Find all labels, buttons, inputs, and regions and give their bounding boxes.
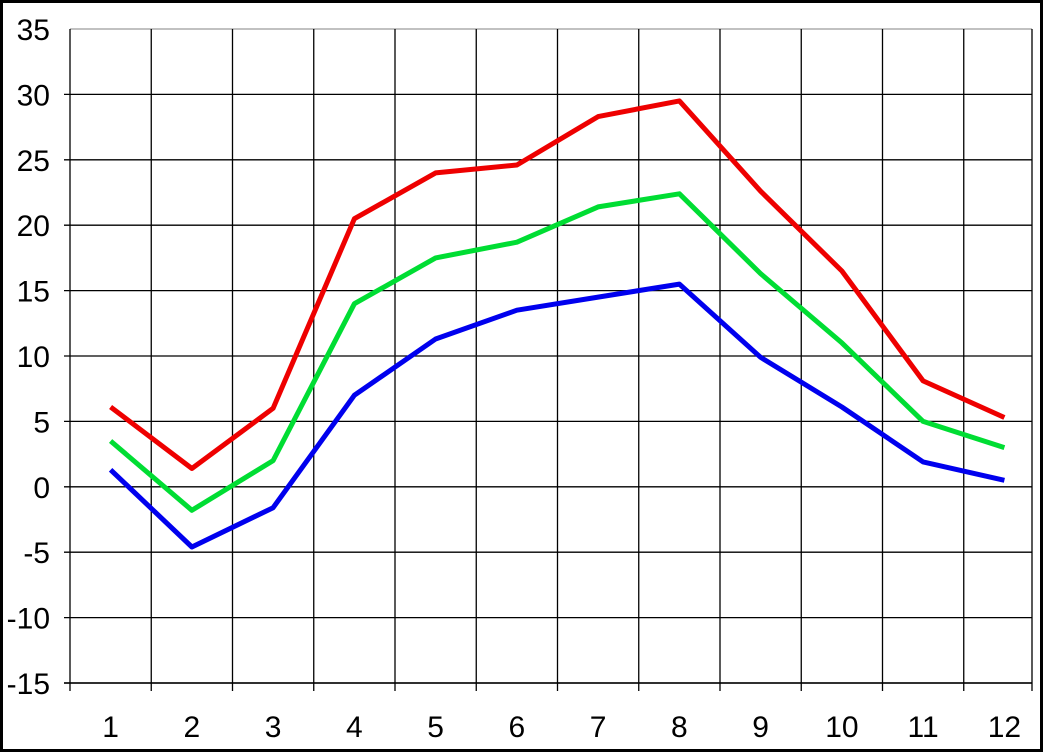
y-tick-label: 10 (17, 341, 50, 374)
y-tick-label: 35 (17, 14, 50, 47)
y-tick-label: -15 (7, 668, 50, 701)
y-tick-label: 15 (17, 276, 50, 309)
x-tick-label: 12 (988, 711, 1021, 744)
y-tick-label: 0 (33, 472, 50, 505)
x-tick-label: 4 (346, 711, 363, 744)
x-tick-label: 8 (671, 711, 688, 744)
x-tick-label: 7 (590, 711, 607, 744)
y-tick-label: -10 (7, 603, 50, 636)
x-tick-label: 6 (509, 711, 526, 744)
x-tick-label: 1 (102, 711, 119, 744)
series-green-line (108, 191, 1006, 513)
x-tick-label: 9 (752, 711, 769, 744)
x-tick-label: 3 (265, 711, 282, 744)
x-tick-label: 11 (908, 711, 939, 744)
y-tick-label: 30 (17, 79, 50, 112)
y-tick-label: 20 (17, 210, 50, 243)
x-tick-label: 5 (427, 711, 444, 744)
series-blue-line (108, 281, 1005, 550)
y-tick-label: 25 (17, 145, 50, 178)
x-tick-label: 10 (825, 711, 858, 744)
series-red-line (109, 98, 1006, 471)
x-tick-label: 2 (184, 711, 201, 744)
y-tick-label: -5 (23, 537, 50, 570)
y-tick-label: 5 (33, 406, 50, 439)
